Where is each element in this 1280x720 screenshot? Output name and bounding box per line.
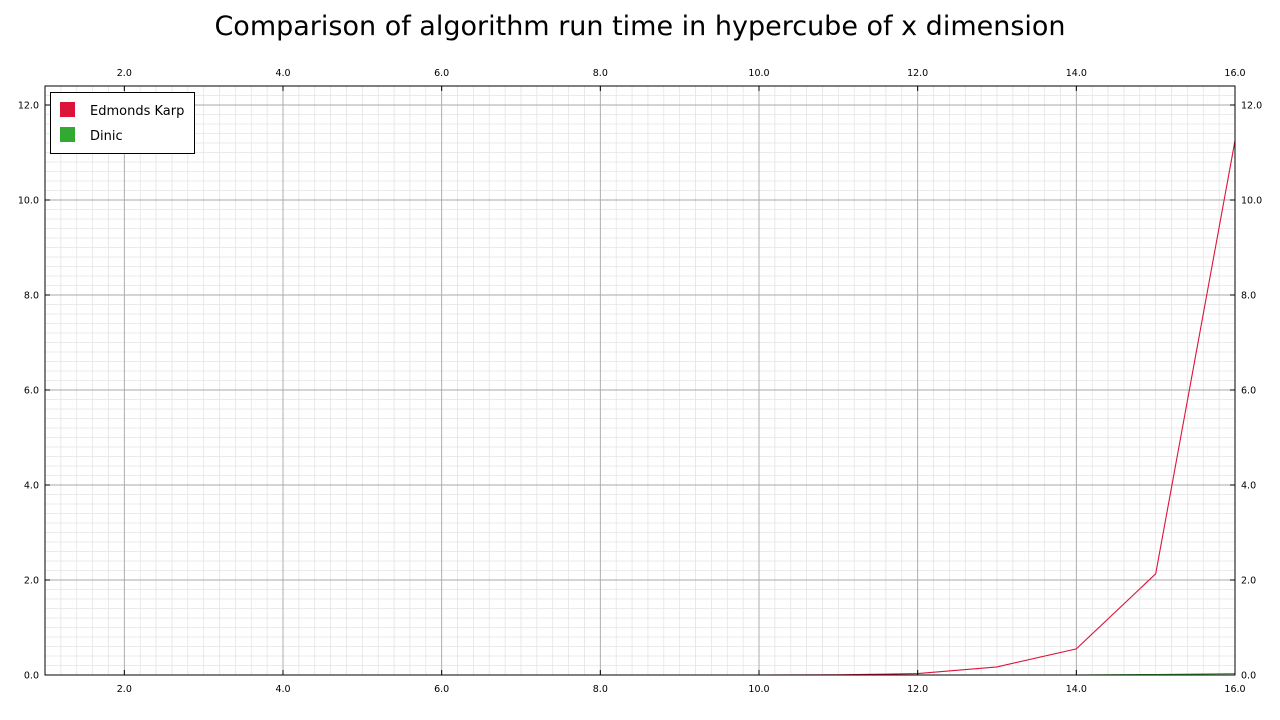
x-tick-label-bottom: 16.0 bbox=[1224, 684, 1245, 695]
series-line-edmonds-karp bbox=[45, 140, 1236, 676]
x-tick-label-bottom: 4.0 bbox=[275, 684, 290, 695]
y-tick-label-right: 12.0 bbox=[1241, 101, 1262, 112]
x-tick-label-bottom: 14.0 bbox=[1066, 684, 1087, 695]
y-tick-label-left: 8.0 bbox=[24, 291, 39, 302]
y-tick-label-left: 4.0 bbox=[24, 481, 39, 492]
y-tick-label-left: 6.0 bbox=[24, 386, 39, 397]
ticks-layer: 2.0 2.0 4.0 4.0 6.0 6.0 8.0 8.0 10.0 10.0 12.0 12.0… bbox=[18, 68, 1262, 695]
y-tick-label-right: 6.0 bbox=[1241, 386, 1256, 397]
y-tick-label-right: 8.0 bbox=[1241, 291, 1256, 302]
legend-label-dinic: Dinic bbox=[90, 129, 123, 144]
x-tick-label-top: 10.0 bbox=[748, 68, 769, 79]
series-layer bbox=[45, 140, 1236, 676]
x-tick-label-bottom: 8.0 bbox=[593, 684, 608, 695]
legend: Edmonds Karp Dinic bbox=[50, 92, 195, 154]
legend-label-edmonds-karp: Edmonds Karp bbox=[90, 104, 184, 119]
x-tick-label-top: 4.0 bbox=[275, 68, 290, 79]
x-tick-label-top: 8.0 bbox=[593, 68, 608, 79]
chart-title: Comparison of algorithm run time in hype… bbox=[214, 11, 1065, 42]
x-tick-label-top: 6.0 bbox=[434, 68, 449, 79]
y-tick-label-right: 2.0 bbox=[1241, 576, 1256, 587]
x-tick-label-bottom: 12.0 bbox=[907, 684, 928, 695]
y-tick-label-right: 4.0 bbox=[1241, 481, 1256, 492]
x-tick-label-top: 12.0 bbox=[907, 68, 928, 79]
y-tick-label-left: 10.0 bbox=[18, 196, 39, 207]
x-tick-label-bottom: 2.0 bbox=[117, 684, 132, 695]
y-tick-label-left: 12.0 bbox=[18, 101, 39, 112]
legend-swatch-edmonds-karp bbox=[60, 102, 75, 117]
x-tick-label-top: 14.0 bbox=[1066, 68, 1087, 79]
y-tick-label-left: 2.0 bbox=[24, 576, 39, 587]
y-tick-label-left: 0.0 bbox=[24, 671, 39, 682]
y-tick-label-right: 0.0 bbox=[1241, 671, 1256, 682]
y-tick-label-right: 10.0 bbox=[1241, 196, 1262, 207]
x-tick-label-top: 16.0 bbox=[1224, 68, 1245, 79]
x-tick-label-bottom: 10.0 bbox=[748, 684, 769, 695]
plot-frame bbox=[44, 85, 1236, 676]
minor-grid bbox=[44, 85, 1236, 676]
x-tick-label-bottom: 6.0 bbox=[434, 684, 449, 695]
legend-swatch-dinic bbox=[60, 127, 75, 142]
legend-box bbox=[50, 92, 195, 154]
x-tick-label-top: 2.0 bbox=[117, 68, 132, 79]
